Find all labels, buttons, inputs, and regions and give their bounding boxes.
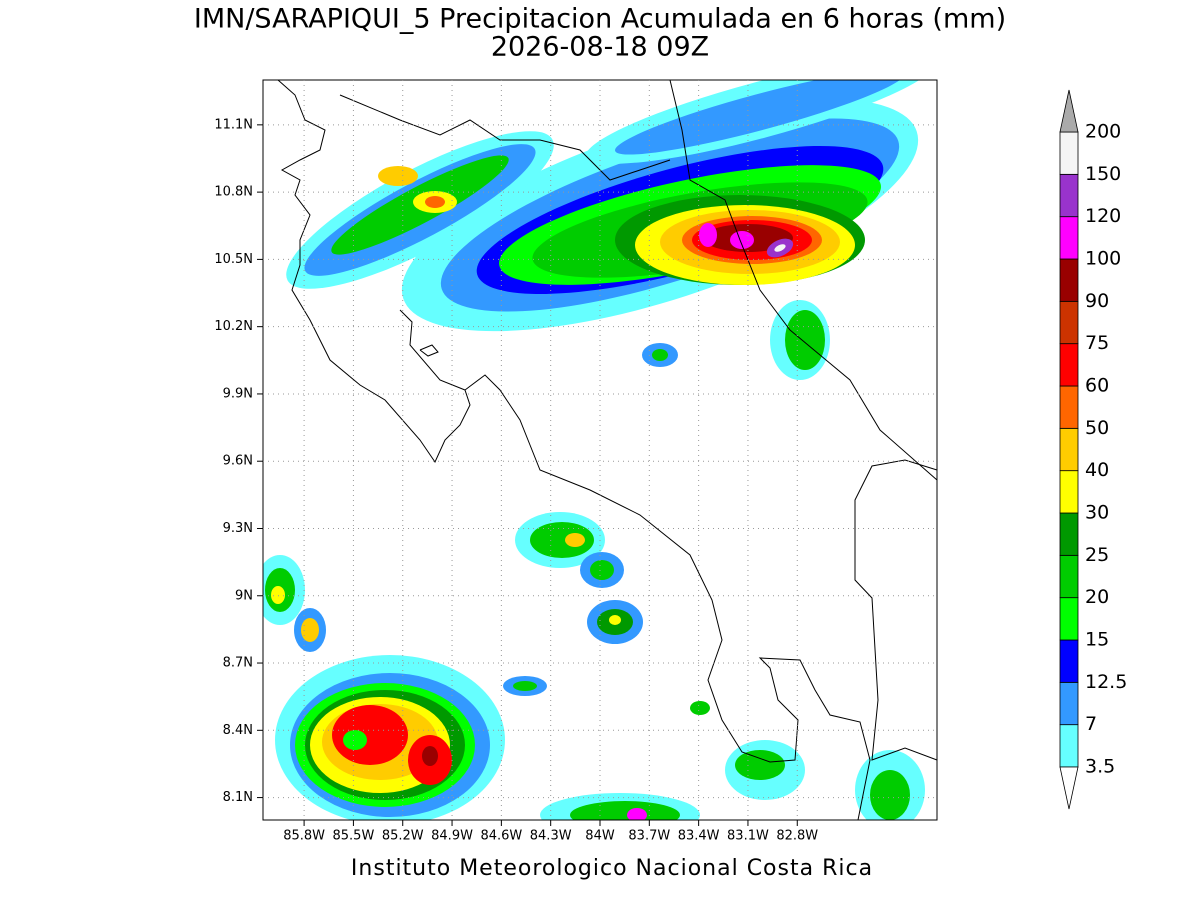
colorbar-segment	[1059, 216, 1079, 260]
colorbar-label: 15	[1085, 629, 1109, 651]
y-tick-label: 9.6N	[223, 454, 253, 469]
colorbar-label: 200	[1085, 121, 1121, 143]
colorbar-segment	[1059, 258, 1079, 302]
x-tick-label: 83.7W	[628, 829, 670, 844]
y-tick-label: 8.7N	[223, 656, 253, 671]
y-tick-label: 8.1N	[223, 790, 253, 805]
colorbar-segment	[1059, 724, 1079, 768]
x-tick-label: 84W	[585, 829, 615, 844]
y-tick-label: 9.9N	[223, 386, 253, 401]
y-tick-label: 8.4N	[223, 723, 253, 738]
colorbar-label: 3.5	[1085, 756, 1115, 778]
x-tick-label: 83.4W	[678, 829, 720, 844]
x-tick-label: 84.3W	[530, 829, 572, 844]
colorbar-label: 150	[1085, 163, 1121, 185]
x-tick-label: 83.1W	[727, 829, 769, 844]
y-tick-label: 10.5N	[214, 252, 253, 267]
colorbar-label: 12.5	[1085, 671, 1127, 693]
colorbar-label: 25	[1085, 544, 1109, 566]
colorbar-segment	[1059, 554, 1079, 599]
y-tick-label: 9.3N	[223, 521, 253, 536]
x-tick-label: 84.9W	[431, 829, 473, 844]
x-tick-label: 84.6W	[480, 829, 522, 844]
colorbar-label: 7	[1085, 713, 1097, 735]
subtitle: 2026-08-18 09Z	[491, 32, 709, 63]
colorbar-label: 20	[1085, 586, 1109, 608]
colorbar-label: 75	[1085, 332, 1109, 354]
colorbar-segment	[1059, 512, 1079, 556]
colorbar-segment	[1059, 470, 1079, 514]
colorbar-segment	[1059, 173, 1079, 218]
colorbar-segment	[1059, 300, 1079, 345]
colorbar-segment	[1059, 131, 1079, 175]
colorbar-segment	[1059, 681, 1079, 726]
y-tick-label: 9N	[235, 588, 253, 603]
y-tick-label: 10.2N	[214, 319, 253, 334]
colorbar-label: 120	[1085, 205, 1121, 227]
footer: Instituto Meteorologico Nacional Costa R…	[351, 856, 873, 881]
x-tick-label: 85.2W	[382, 829, 424, 844]
colorbar-under	[1059, 766, 1079, 810]
y-tick-label: 11.1N	[214, 117, 253, 132]
colorbar-label: 40	[1085, 459, 1109, 481]
colorbar-segment	[1059, 427, 1079, 472]
y-tick-label: 10.8N	[214, 185, 253, 200]
colorbar-label: 50	[1085, 417, 1109, 439]
colorbar-label: 90	[1085, 290, 1109, 312]
colorbar-segment	[1059, 385, 1079, 429]
title: IMN/SARAPIQUI_5 Precipitacion Acumulada …	[194, 4, 1006, 35]
colorbar-segment	[1059, 639, 1079, 683]
colorbar-segment	[1059, 597, 1079, 641]
x-tick-label: 85.5W	[333, 829, 375, 844]
colorbar-label: 100	[1085, 248, 1121, 270]
x-tick-label: 85.8W	[283, 829, 325, 844]
colorbar-segment	[1059, 343, 1079, 387]
colorbar-label: 30	[1085, 502, 1109, 524]
colorbar-label: 60	[1085, 375, 1109, 397]
x-tick-label: 82.8W	[776, 829, 818, 844]
colorbar-over	[1059, 89, 1079, 133]
